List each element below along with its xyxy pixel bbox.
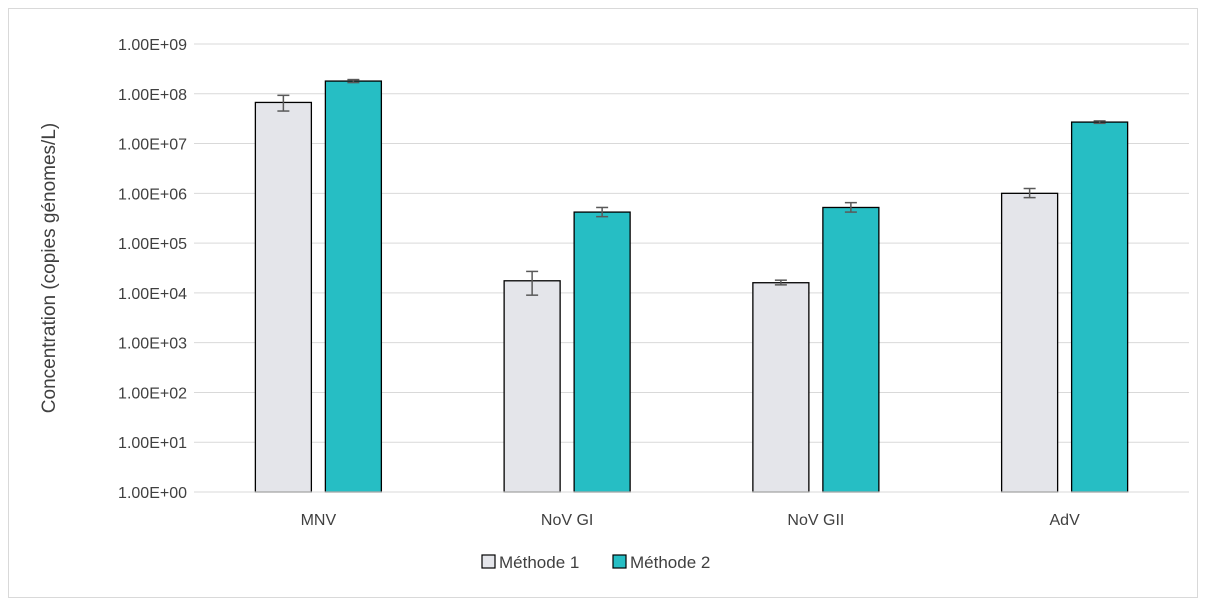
y-tick-label: 1.00E+08 bbox=[118, 87, 187, 104]
legend: Méthode 1 Méthode 2 bbox=[481, 553, 710, 572]
x-tick-label: AdV bbox=[1050, 512, 1081, 529]
y-tick-label: 1.00E+01 bbox=[118, 435, 187, 452]
y-tick-label: 1.00E+07 bbox=[118, 137, 187, 154]
legend-label: Méthode 2 bbox=[630, 553, 710, 572]
bar bbox=[573, 211, 631, 493]
bar-chart: 1.00E+00 1.00E+01 1.00E+02 1.00E+03 1.00E+04… bbox=[39, 37, 1189, 572]
bar bbox=[822, 206, 880, 493]
chart-frame: 1.00E+00 1.00E+01 1.00E+02 1.00E+03 1.00E+04… bbox=[8, 8, 1198, 598]
x-axis-tick-labels: MNV NoV GI NoV GII AdV bbox=[301, 512, 1080, 529]
y-tick-label: 1.00E+04 bbox=[118, 286, 187, 303]
legend-swatch bbox=[481, 554, 496, 569]
y-axis-title: Concentration (copies génomes/L) bbox=[39, 123, 60, 413]
x-tick-label: MNV bbox=[301, 512, 337, 529]
y-tick-label: 1.00E+00 bbox=[118, 485, 187, 502]
bar bbox=[503, 280, 561, 493]
x-tick-label: NoV GI bbox=[541, 512, 593, 529]
y-tick-label: 1.00E+09 bbox=[118, 37, 187, 54]
error-bars bbox=[277, 78, 1106, 296]
y-axis-tick-labels: 1.00E+00 1.00E+01 1.00E+02 1.00E+03 1.00E+04… bbox=[118, 37, 187, 502]
legend-label: Méthode 1 bbox=[499, 553, 579, 572]
y-tick-label: 1.00E+06 bbox=[118, 186, 187, 203]
legend-swatch bbox=[612, 554, 627, 569]
bar bbox=[254, 101, 313, 493]
x-tick-label: NoV GII bbox=[787, 512, 844, 529]
y-tick-label: 1.00E+02 bbox=[118, 385, 187, 402]
bars bbox=[254, 80, 1129, 493]
y-tick-label: 1.00E+03 bbox=[118, 336, 187, 353]
bar bbox=[1070, 121, 1129, 493]
bar bbox=[1000, 192, 1059, 493]
y-tick-label: 1.00E+05 bbox=[118, 236, 187, 253]
bar bbox=[324, 80, 383, 493]
bar bbox=[752, 282, 810, 493]
